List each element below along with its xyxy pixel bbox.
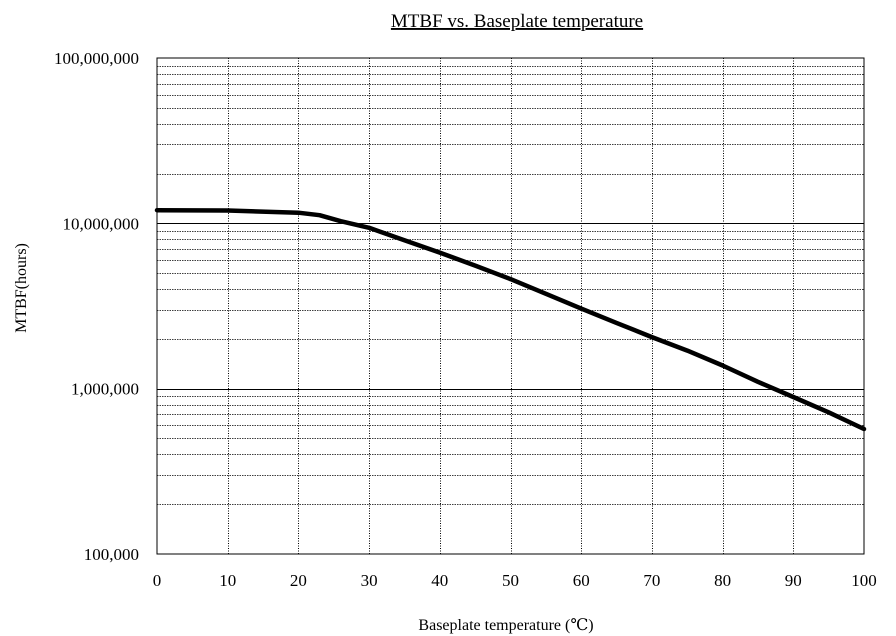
- x-tick-labels: 0 10 20 30 40 50 60 70 80 90 100: [153, 571, 877, 590]
- y-tick-labels: 100,000 1,000,000 10,000,000 100,000,000: [54, 49, 139, 564]
- y-tick-label: 100,000: [84, 545, 139, 564]
- x-tick-label: 10: [219, 571, 236, 590]
- x-tick-label: 100: [851, 571, 877, 590]
- y-tick-label: 10,000,000: [63, 214, 140, 233]
- x-tick-label: 70: [643, 571, 660, 590]
- chart-title: MTBF vs. Baseplate temperature: [391, 11, 643, 32]
- x-tick-label: 20: [290, 571, 307, 590]
- x-axis-label: Baseplate temperature (℃): [418, 617, 593, 634]
- mtbf-curve: [154, 207, 867, 432]
- y-tick-label: 100,000,000: [54, 49, 139, 68]
- x-tick-label: 60: [573, 571, 590, 590]
- x-tick-label: 0: [153, 571, 162, 590]
- grid: [157, 58, 864, 554]
- x-tick-label: 30: [361, 571, 378, 590]
- x-tick-label: 80: [714, 571, 731, 590]
- plot-frame: [156, 57, 865, 555]
- y-tick-label: 1,000,000: [71, 380, 139, 399]
- x-tick-label: 50: [502, 571, 519, 590]
- x-tick-label: 90: [785, 571, 802, 590]
- x-tick-label: 40: [431, 571, 448, 590]
- y-axis-label: MTBF(hours): [13, 243, 30, 333]
